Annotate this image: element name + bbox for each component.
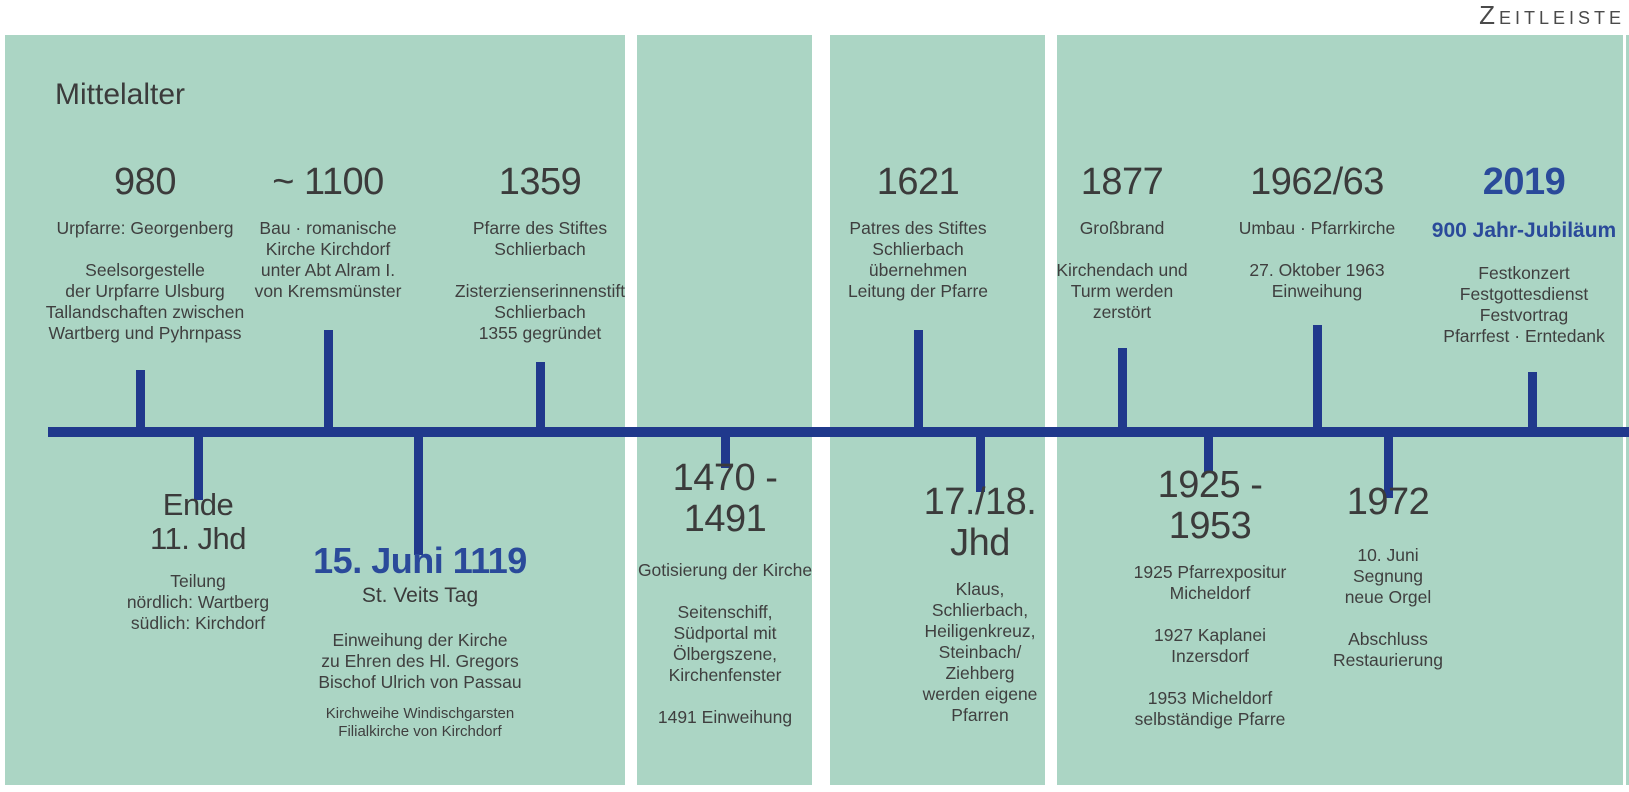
- event-description: Festkonzert Festgottesdienst Festvortrag…: [1443, 263, 1605, 346]
- era-label: Mittelalter: [55, 78, 186, 111]
- event-description: Gotisierung der Kirche Seitenschiff, Süd…: [637, 560, 813, 727]
- event-description: Klaus, Schlierbach, Heiligenkreuz, Stein…: [922, 579, 1038, 725]
- timeline-tick-1100: [324, 330, 333, 427]
- era-panel-mittelalter: [5, 35, 625, 785]
- event-subtitle: 900 Jahr-Jubiläum: [1431, 219, 1617, 242]
- era-panel-2: [637, 35, 812, 785]
- event-date: ~ 1100: [272, 161, 384, 203]
- timeline-tick-1470: [721, 437, 730, 468]
- event-description: Urpfarre: Georgenberg Seelsorgestelle de…: [45, 218, 245, 343]
- event-description: 1925 Pfarrexpositur Micheldorf 1927 Kapl…: [1133, 562, 1287, 729]
- event-date: 1877: [1080, 161, 1164, 203]
- timeline-tick-1925: [1204, 437, 1213, 472]
- timeline-event-1877: 1877 Großbrand Kirchendach und Turm werd…: [1002, 162, 1242, 323]
- event-date: 980: [114, 161, 176, 203]
- event-description: Einweihung der Kirche zu Ehren des Hl. G…: [318, 630, 522, 692]
- event-date: 1470 - 1491: [672, 457, 778, 540]
- timeline-tick-1359: [536, 362, 545, 427]
- event-description: 10. Juni Segnung neue Orgel Abschluss Re…: [1333, 545, 1443, 670]
- event-date: 1962/63: [1250, 161, 1384, 203]
- timeline-axis: [48, 427, 1629, 437]
- timeline-tick-2019: [1528, 372, 1537, 427]
- timeline-tick-1962: [1313, 325, 1322, 427]
- timeline-event-17-18-jhd: 17./18. Jhd Klaus, Schlierbach, Heiligen…: [860, 482, 1100, 726]
- timeline-tick-1621: [914, 330, 923, 427]
- timeline-tick-ende-11-jhd: [194, 437, 203, 500]
- page-title: Zeitleiste: [1479, 0, 1625, 30]
- timeline-event-1621: 1621 Patres des Stiftes Schlierbach über…: [798, 162, 1038, 302]
- event-description: Umbau · Pfarrkirche 27. Oktober 1963 Ein…: [1238, 218, 1396, 301]
- event-date: 17./18. Jhd: [923, 481, 1037, 564]
- event-description: Großbrand Kirchendach und Turm werden ze…: [1056, 218, 1188, 322]
- event-date: Ende 11. Jhd: [150, 487, 246, 556]
- era-panel-5: [1626, 35, 1629, 785]
- event-date: 1972: [1346, 481, 1430, 523]
- event-date: 2019: [1482, 161, 1566, 203]
- event-date: 15. Juni 1119: [313, 540, 527, 581]
- event-description: Pfarre des Stiftes Schlierbach Zisterzie…: [454, 218, 626, 343]
- timeline-event-980: 980 Urpfarre: Georgenberg Seelsorgestell…: [25, 162, 265, 344]
- timeline-event-1972: 1972 10. Juni Segnung neue Orgel Abschlu…: [1268, 482, 1508, 671]
- timeline-event-ende-11-jhd: Ende 11. Jhd Teilung nördlich: Wartberg …: [78, 488, 318, 634]
- era-panel-3: [830, 35, 1045, 785]
- timeline-event-1962-63: 1962/63 Umbau · Pfarrkirche 27. Oktober …: [1197, 162, 1437, 302]
- timeline-tick-980: [136, 370, 145, 427]
- event-description: Teilung nördlich: Wartberg südlich: Kirc…: [126, 571, 270, 633]
- event-note: Kirchweihe Windischgarsten Filialkirche …: [325, 705, 515, 740]
- timeline-event-1925-1953: 1925 - 1953 1925 Pfarrexpositur Micheldo…: [1090, 465, 1330, 730]
- timeline-tick-17-18-jhd: [976, 437, 985, 492]
- timeline-tick-1972: [1384, 437, 1393, 498]
- timeline-event-1119: 15. Juni 1119 St. Veits Tag Einweihung d…: [300, 540, 540, 740]
- timeline-event-2019: 2019 900 Jahr-Jubiläum Festkonzert Festg…: [1404, 162, 1629, 347]
- timeline-tick-1119: [414, 437, 423, 555]
- timeline-event-1470-1491: 1470 - 1491 Gotisierung der Kirche Seite…: [605, 458, 845, 728]
- event-date: 1359: [498, 161, 582, 203]
- timeline-tick-1877: [1118, 348, 1127, 427]
- event-subtitle: St. Veits Tag: [361, 584, 479, 607]
- event-description: Patres des Stiftes Schlierbach übernehme…: [847, 218, 989, 301]
- event-description: Bau · romanische Kirche Kirchdorf unter …: [254, 218, 402, 301]
- event-date: 1925 - 1953: [1157, 464, 1263, 547]
- timeline-event-1100: ~ 1100 Bau · romanische Kirche Kirchdorf…: [208, 162, 448, 302]
- timeline-event-1359: 1359 Pfarre des Stiftes Schlierbach Zist…: [420, 162, 660, 344]
- event-date: 1621: [876, 161, 960, 203]
